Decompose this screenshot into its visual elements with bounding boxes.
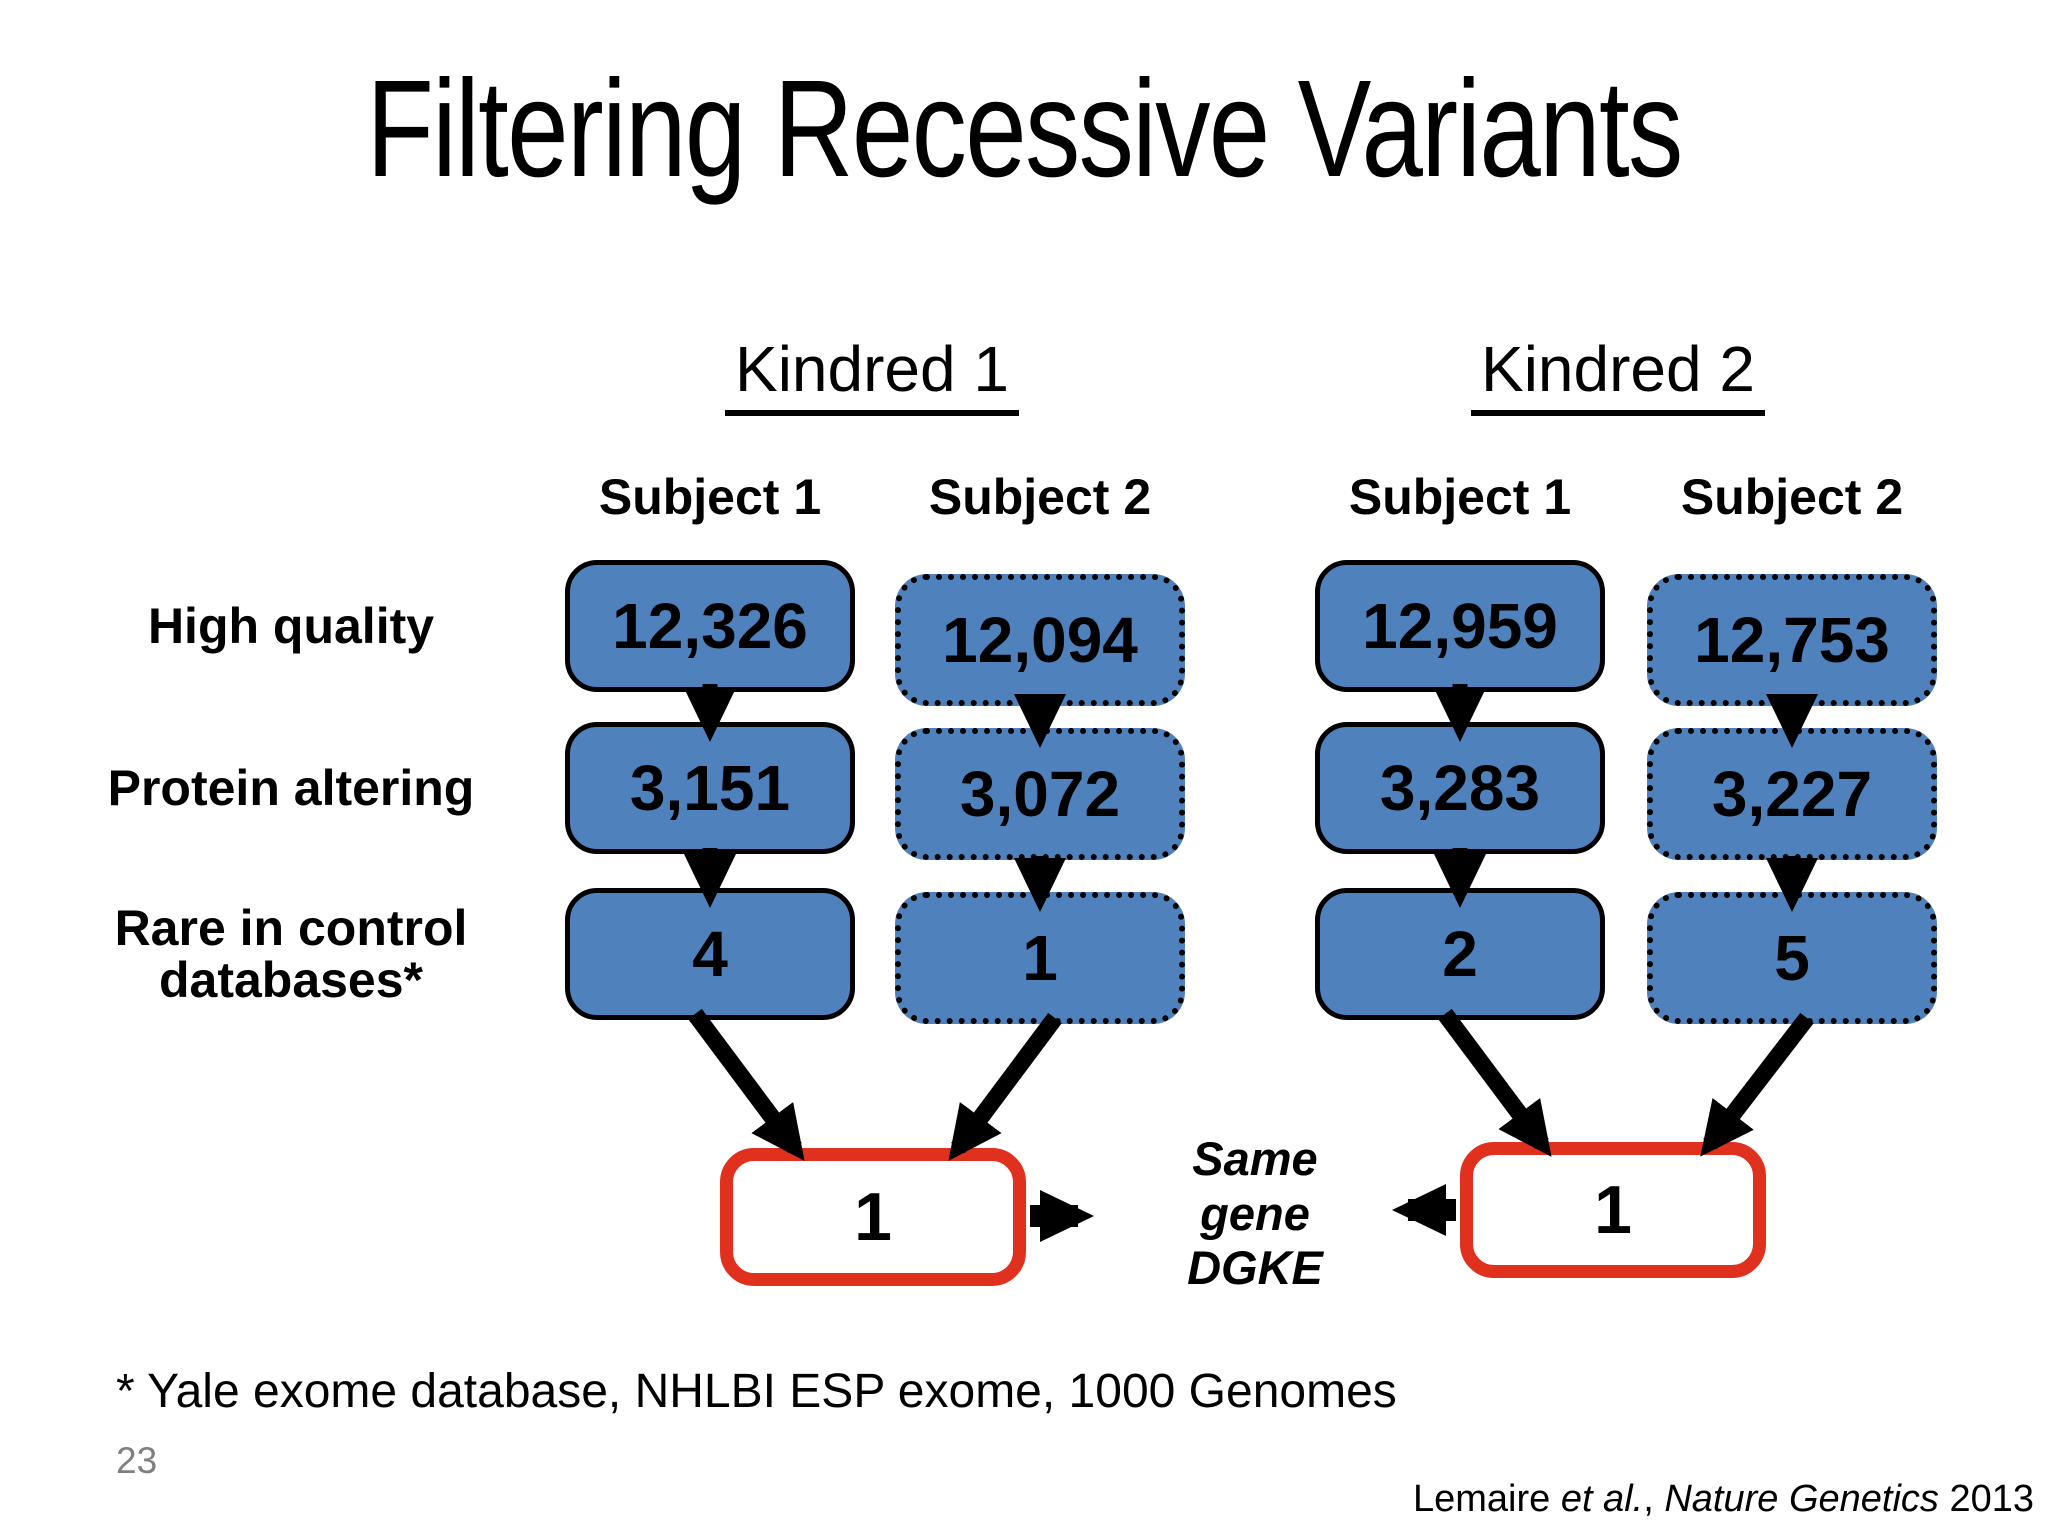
filter-box-k2s2-protein: 3,227 <box>1647 728 1937 860</box>
slide-title: Filtering Recessive Variants <box>0 52 2048 206</box>
slide-title-text: Filtering Recessive Variants <box>366 52 1683 206</box>
citation-year: 2013 <box>1938 1478 2034 1520</box>
filter-box-k1s1-high-quality: 12,326 <box>565 560 855 692</box>
footnote: * Yale exome database, NHLBI ESP exome, … <box>116 1365 1397 1418</box>
filter-box-k2s1-protein: 3,283 <box>1315 722 1605 854</box>
citation-author: Lemaire <box>1412 1478 1561 1520</box>
kindred-2-subject-1-header: Subject 1 <box>1348 469 1572 525</box>
row-label-rare-in-control: Rare in control databases* <box>114 899 468 1008</box>
page-number: 23 <box>116 1440 158 1481</box>
kindred-1-subject-1-header: Subject 1 <box>598 469 822 525</box>
arrow-k1s2-to-result <box>948 1012 1062 1161</box>
filter-box-k1s1-protein: 3,151 <box>565 722 855 854</box>
arrow-k2s1-to-result <box>1438 1008 1552 1157</box>
same-gene-annotation: Same gene DGKE <box>1145 1132 1365 1296</box>
arrow-k1s1-to-result <box>688 1008 805 1161</box>
kindred-2-header: Kindred 2 <box>1471 334 1765 417</box>
citation: Lemaire et al., Nature Genetics 2013 <box>1413 1478 2034 1521</box>
citation-separator: , <box>1643 1478 1665 1520</box>
filter-box-k2s2-rare: 5 <box>1647 892 1937 1024</box>
filter-box-k1s2-high-quality: 12,094 <box>895 574 1185 706</box>
same-gene-line1: Same <box>1192 1132 1318 1185</box>
kindred-2-subject-2-header: Subject 2 <box>1680 469 1904 525</box>
kindred-1-header: Kindred 1 <box>725 334 1019 417</box>
result-box-kindred-2: 1 <box>1460 1142 1766 1278</box>
filter-box-k2s1-high-quality: 12,959 <box>1315 560 1605 692</box>
filter-box-k1s1-rare: 4 <box>565 888 855 1020</box>
citation-journal: Nature Genetics <box>1664 1478 1939 1520</box>
citation-etal: et al. <box>1560 1478 1644 1520</box>
kindred-1-subject-2-header: Subject 2 <box>928 469 1152 525</box>
arrow-k2s2-to-result <box>1700 1012 1814 1157</box>
filter-box-k1s2-protein: 3,072 <box>895 728 1185 860</box>
filter-box-k2s1-rare: 2 <box>1315 888 1605 1020</box>
filter-box-k2s2-high-quality: 12,753 <box>1647 574 1937 706</box>
row-label-high-quality: High quality <box>147 597 435 654</box>
same-gene-line2: gene <box>1200 1186 1310 1240</box>
same-gene-line3: DGKE <box>1187 1241 1323 1295</box>
row-label-protein-altering: Protein altering <box>107 759 475 816</box>
result-box-kindred-1: 1 <box>720 1148 1026 1286</box>
filter-box-k1s2-rare: 1 <box>895 892 1185 1024</box>
